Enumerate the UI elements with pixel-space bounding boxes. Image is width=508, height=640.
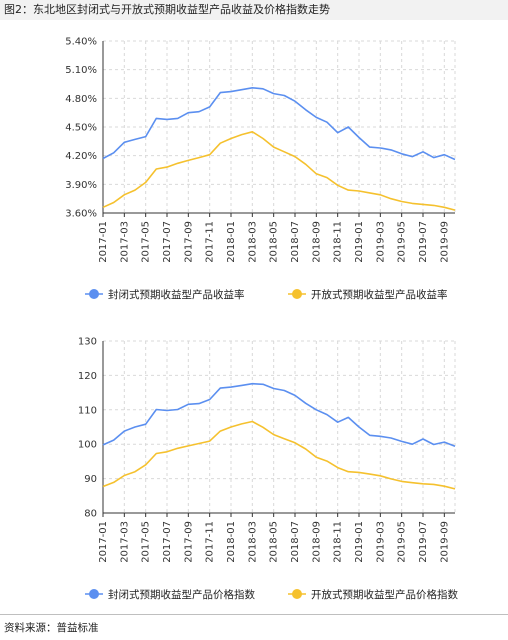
x-tick-label: 2018-09: [311, 521, 322, 563]
x-tick-label: 2017-01: [98, 521, 109, 563]
x-tick-label: 2018-03: [247, 221, 258, 263]
x-tick-label: 2018-07: [290, 521, 301, 563]
y-tick-label: 4.50%: [65, 123, 97, 134]
y-tick-label: 4.80%: [65, 94, 97, 105]
legend-open-end: 开放式预期收益型产品价格指数: [311, 588, 458, 601]
x-tick-label: 2019-09: [439, 521, 450, 563]
x-tick-label: 2018-09: [311, 221, 322, 263]
x-tick-label: 2017-11: [205, 521, 216, 563]
x-tick-label: 2019-09: [439, 221, 450, 263]
x-tick-label: 2017-03: [119, 221, 130, 263]
x-tick-label: 2019-03: [375, 221, 386, 263]
closed-end-series-line: [102, 87, 456, 161]
x-tick-label: 2018-11: [333, 221, 344, 263]
y-tick-label: 120: [78, 371, 97, 382]
y-tick-label: 80: [84, 509, 97, 520]
y-tick-label: 90: [84, 474, 97, 485]
source-divider: [0, 614, 508, 615]
y-tick-label: 4.20%: [65, 151, 97, 162]
x-tick-label: 2019-05: [397, 521, 408, 563]
y-tick-label: 130: [78, 337, 97, 348]
x-tick-label: 2018-05: [269, 521, 280, 563]
x-tick-label: 2019-01: [354, 221, 365, 263]
x-tick-label: 2017-07: [162, 521, 173, 563]
legend-closed-end: 封闭式预期收益型产品价格指数: [108, 588, 255, 601]
x-tick-label: 2017-05: [141, 221, 152, 263]
x-tick-label: 2018-03: [247, 521, 258, 563]
x-tick-label: 2019-07: [418, 521, 429, 563]
legend-dot-marker: [292, 289, 302, 299]
y-tick-label: 3.60%: [65, 209, 97, 220]
source-note: 资料来源：普益标准: [4, 622, 99, 634]
open-end-series-line: [102, 131, 456, 211]
closed-end-series-line: [102, 382, 456, 448]
legend-dot-marker: [89, 589, 99, 599]
x-tick-label: 2017-09: [183, 221, 194, 263]
x-tick-label: 2017-09: [183, 521, 194, 563]
x-tick-label: 2017-07: [162, 221, 173, 263]
y-tick-label: 110: [78, 405, 97, 416]
x-tick-label: 2019-07: [418, 221, 429, 263]
legend-dot-marker: [89, 289, 99, 299]
legend-closed-end: 封闭式预期收益型产品收益率: [108, 288, 245, 301]
figure-title: 图2：东北地区封闭式与开放式预期收益型产品收益及价格指数走势: [0, 0, 508, 20]
y-tick-label: 5.10%: [65, 65, 97, 76]
x-tick-label: 2018-07: [290, 221, 301, 263]
legend-dot-marker: [292, 589, 302, 599]
y-tick-label: 3.90%: [65, 180, 97, 191]
price-index-line-chart: 80 90 100 110 120 130 2017-01 2017-03 2017-05 201…: [78, 337, 459, 602]
x-tick-label: 2018-01: [226, 221, 237, 263]
x-tick-label: 2017-05: [141, 521, 152, 563]
y-tick-label: 5.40%: [65, 37, 97, 48]
x-tick-label: 2017-03: [119, 521, 130, 563]
x-tick-label: 2019-03: [375, 521, 386, 563]
x-tick-label: 2017-01: [98, 221, 109, 263]
yield-line-chart: 3.60% 3.90% 4.20% 4.50% 4.80% 5.10% 5.40% 2017-…: [65, 37, 456, 301]
x-tick-label: 2018-05: [269, 221, 280, 263]
x-tick-label: 2017-11: [205, 221, 216, 263]
x-tick-label: 2018-11: [333, 521, 344, 563]
y-tick-label: 100: [78, 440, 97, 451]
open-end-series-line: [102, 420, 456, 490]
x-tick-label: 2019-01: [354, 521, 365, 563]
legend-open-end: 开放式预期收益型产品收益率: [311, 288, 448, 301]
x-tick-label: 2019-05: [397, 221, 408, 263]
x-tick-label: 2018-01: [226, 521, 237, 563]
